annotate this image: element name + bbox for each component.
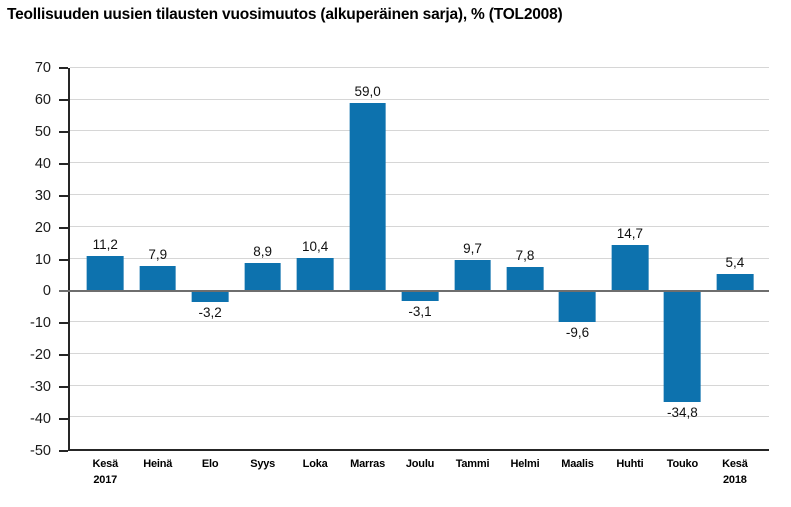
y-tick-mark bbox=[59, 258, 68, 261]
bar-slot: -34,8 bbox=[656, 68, 708, 451]
bar-slot: 7,9 bbox=[131, 68, 183, 451]
bar-slot: 8,9 bbox=[236, 68, 288, 451]
x-axis: Kesä 2017 Heinä Elo Syys Loka Marras Joulu Tamm… bbox=[68, 457, 769, 489]
bar bbox=[454, 260, 491, 292]
bar bbox=[296, 258, 334, 292]
bar-value-label: 10,4 bbox=[301, 239, 329, 255]
x-tick-label: Heinä bbox=[143, 458, 173, 470]
y-tick-mark bbox=[59, 450, 68, 452]
bar-slot: 5,4 bbox=[709, 68, 761, 451]
bar bbox=[349, 103, 386, 292]
x-tick-label: Maalis bbox=[561, 458, 594, 470]
bars-layer: 11,2 7,9 -3,2 8,9 10,4 59,0 -3,1 9,7 7,8 -9,6 14,7… bbox=[68, 68, 769, 451]
x-tick-label: Loka bbox=[302, 458, 328, 470]
y-tick-label: 20 bbox=[34, 219, 51, 236]
x-tick-label: Marras bbox=[350, 458, 386, 470]
bar bbox=[401, 291, 439, 302]
bar bbox=[139, 266, 177, 292]
x-tick-label: Tammi bbox=[455, 458, 490, 470]
y-tick-label: 0 bbox=[42, 283, 51, 300]
bar-slot: 10,4 bbox=[289, 68, 341, 451]
chart-title: Teollisuuden uusien tilausten vuosimuuto… bbox=[7, 6, 563, 23]
bar bbox=[611, 244, 649, 292]
y-tick-mark bbox=[59, 162, 68, 165]
y-tick-label: 50 bbox=[34, 123, 51, 140]
x-tick-label: Joulu bbox=[405, 458, 435, 470]
bar-value-label: -34,8 bbox=[667, 405, 698, 421]
gridline bbox=[70, 98, 769, 100]
y-axis: 70 60 50 40 30 20 10 0 -10 -20 -30 -40 -50 bbox=[0, 60, 68, 459]
bar bbox=[716, 274, 754, 292]
y-tick-mark bbox=[59, 354, 68, 357]
zero-line bbox=[59, 290, 769, 293]
gridline bbox=[70, 416, 769, 418]
y-tick-label: -40 bbox=[30, 411, 51, 428]
y-tick-mark bbox=[59, 194, 68, 197]
bar bbox=[191, 291, 229, 302]
y-tick-mark bbox=[59, 322, 68, 325]
gridline bbox=[70, 162, 769, 164]
bar-slot: -3,1 bbox=[394, 68, 446, 451]
bar bbox=[664, 291, 701, 403]
gridline bbox=[70, 384, 769, 386]
bar-value-label: 7,9 bbox=[148, 247, 168, 263]
y-tick-mark bbox=[59, 226, 68, 229]
y-tick-mark bbox=[59, 386, 68, 389]
bar-value-label: 7,8 bbox=[515, 247, 535, 263]
y-tick-mark bbox=[59, 418, 68, 421]
bar-slot: 59,0 bbox=[341, 68, 393, 451]
bar-slot: 11,2 bbox=[79, 68, 131, 451]
bar-slot: 9,7 bbox=[446, 68, 498, 451]
bar-value-label: 11,2 bbox=[92, 236, 118, 252]
gridline bbox=[70, 225, 769, 227]
gridline bbox=[70, 352, 769, 354]
bar-value-label: 59,0 bbox=[354, 84, 381, 100]
bar-value-label: 5,4 bbox=[725, 255, 745, 271]
x-tick-label: Kesä 2017 bbox=[92, 458, 118, 486]
y-tick-label: 40 bbox=[34, 155, 51, 172]
gridline bbox=[70, 130, 769, 132]
y-tick-mark bbox=[59, 98, 68, 101]
y-tick-label: 60 bbox=[34, 91, 51, 108]
y-tick-mark bbox=[59, 130, 68, 133]
x-tick-label: Kesä 2018 bbox=[722, 458, 748, 486]
gridline bbox=[70, 67, 769, 68]
bar-value-label: -3,1 bbox=[408, 304, 432, 320]
y-tick-label: 70 bbox=[34, 60, 51, 76]
x-tick-label: Huhti bbox=[616, 458, 644, 470]
bar-value-label: 9,7 bbox=[463, 241, 482, 257]
y-tick-label: 30 bbox=[34, 187, 51, 204]
bar-value-label: -3,2 bbox=[198, 304, 222, 320]
y-tick-mark bbox=[59, 67, 68, 69]
bar bbox=[559, 291, 596, 323]
x-tick-label: Syys bbox=[250, 458, 276, 470]
x-tick-label: Helmi bbox=[510, 458, 540, 470]
y-tick-label: 10 bbox=[34, 251, 51, 268]
bar-value-label: -9,6 bbox=[565, 325, 590, 341]
bar-slot: 7,8 bbox=[499, 68, 551, 451]
bar-value-label: 8,9 bbox=[253, 244, 273, 260]
x-tick-label: Elo bbox=[201, 458, 219, 470]
bar bbox=[506, 266, 544, 292]
y-tick-label: -30 bbox=[30, 379, 51, 396]
y-tick-label: -20 bbox=[30, 347, 51, 364]
bar-slot: 14,7 bbox=[604, 68, 656, 451]
bar bbox=[244, 263, 281, 292]
bar-slot: -3,2 bbox=[184, 68, 236, 451]
gridline bbox=[70, 193, 769, 195]
y-tick-label: -50 bbox=[30, 443, 51, 459]
gridline bbox=[70, 320, 769, 322]
bar bbox=[86, 255, 124, 292]
bar-slot: -9,6 bbox=[551, 68, 603, 451]
bar-value-label: 14,7 bbox=[616, 225, 644, 241]
y-tick-label: -10 bbox=[30, 315, 51, 332]
plot-area bbox=[68, 67, 769, 451]
x-tick-label: Touko bbox=[666, 458, 698, 470]
gridline bbox=[70, 257, 769, 259]
